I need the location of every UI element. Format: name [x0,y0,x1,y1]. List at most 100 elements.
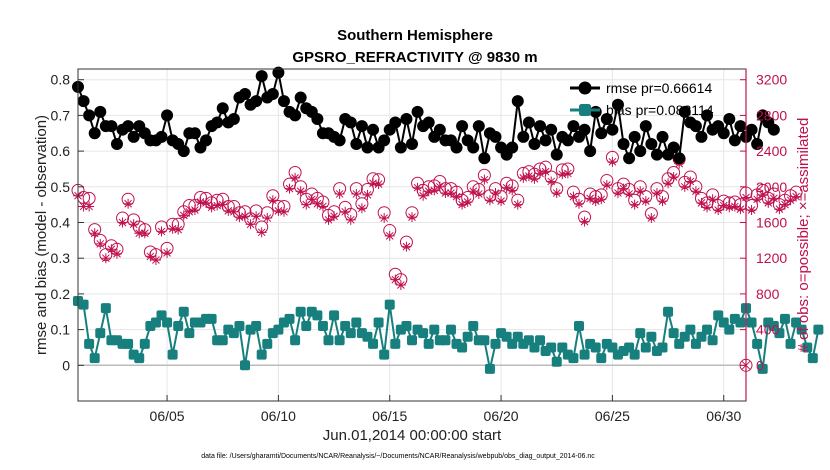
assimilated-point [574,198,584,209]
assimilated-point [540,166,551,177]
series-rmse [72,66,780,165]
bias-point [757,363,768,374]
rmse-point [528,137,541,150]
y-axis-right: 0 400 800 1200 1600 2000 2400 2800 3200 [740,69,787,401]
assimilated-point [735,204,746,215]
bias-point [551,356,562,367]
assimilated-point [473,188,484,199]
assimilated-point [618,183,629,194]
bias-point [317,321,328,332]
rmse-point [227,112,240,125]
assimilated-point [284,183,295,194]
bias-point [178,306,189,317]
y-axis-left: 0 0.1 0.2 0.3 0.4 0.5 0.6 0.7 0.8 [51,72,84,373]
assimilated-point [111,248,122,259]
assimilated-point [145,251,156,262]
rmse-point [277,95,290,108]
assimilated-point [117,217,128,228]
bias-point [418,328,429,339]
rmse-point [695,130,708,143]
x-tick-label: 06/30 [706,408,741,424]
rmse-point [177,145,190,158]
y-tick-label-right: 3200 [756,72,787,88]
assimilated-point [774,204,785,215]
rmse-point [361,141,374,154]
assimilated-point [234,212,245,223]
rmse-point [606,123,619,136]
assimilated-point [679,181,690,192]
y-tick-label: 0.6 [51,143,71,159]
assimilated-point [95,238,106,249]
y-tick-label-right: 800 [756,286,780,302]
assimilated-point [273,205,284,216]
assimilated-point [724,202,735,213]
assimilated-point [462,196,473,207]
bias-point [490,338,501,349]
assimilated-point [468,186,479,197]
assimilated-point [557,169,568,180]
assimilated-point [262,213,273,224]
assimilated-point [245,219,256,230]
bias-point [735,317,746,328]
assimilated-point [546,176,557,187]
rmse-point [77,95,90,108]
assimilated-point [785,195,796,206]
bias-point [256,349,267,360]
bias-point [167,349,178,360]
assimilated-point [106,244,117,255]
assimilated-point [189,205,200,216]
bias-point [568,353,579,364]
assimilated-point [384,230,395,241]
assimilated-point [418,190,429,201]
assimilated-point [134,228,145,239]
rmse-point [250,95,263,108]
bias-point [429,324,440,335]
assimilated-point [167,223,178,234]
assimilated-point [746,205,757,216]
assimilated-point [329,211,340,222]
rmse-point [239,87,251,100]
rmse-point [701,109,714,122]
rmse-point [534,120,547,133]
rmse-point [289,109,302,122]
rmse-point [489,130,502,143]
assimilated-point [201,197,212,208]
rmse-point [333,134,346,147]
assimilated-point [757,189,768,200]
rmse-point [578,123,591,136]
bias-point [379,349,390,360]
bias-point [629,349,640,360]
y-axis-label-right: # of obs: o=possible; ×=assimilated [795,118,812,353]
bias-point [457,342,468,353]
assimilated-point [690,186,701,197]
assimilated-point [306,194,317,205]
bias-point [290,335,301,346]
assimilated-point [479,174,490,185]
bias-point [401,321,412,332]
rmse-point [422,116,435,129]
assimilated-point [590,196,601,207]
assimilated-point [206,202,217,213]
rmse-point [717,127,730,140]
bias-point [746,317,757,328]
bias-point [262,338,273,349]
rmse-point [350,137,363,150]
rmse-point [767,123,780,136]
bias-point [384,299,395,310]
bias-point [123,338,134,349]
assimilated-point [612,188,623,199]
bias-point [78,299,89,310]
bias-point [312,310,323,321]
bias-point [173,321,184,332]
assimilated-point [178,210,189,221]
rmse-point [294,91,307,104]
assimilated-point [512,199,523,210]
bias-point [284,313,295,324]
x-tick-label: 06/10 [261,408,296,424]
assimilated-point [585,193,596,204]
assimilated-point [696,197,707,208]
assimilated-point [440,188,451,199]
rmse-point [611,98,624,111]
bias-point [774,328,785,339]
